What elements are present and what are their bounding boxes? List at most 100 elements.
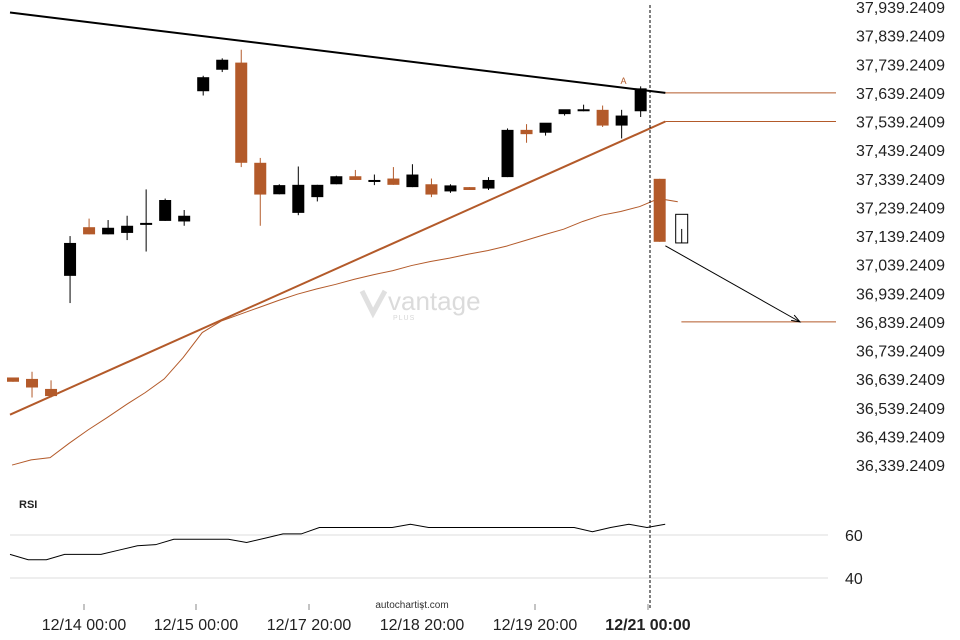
candle-body	[102, 227, 115, 235]
candle	[615, 109, 628, 139]
candle	[425, 178, 438, 198]
time-tick-label: 12/21 00:00	[605, 617, 691, 634]
candle	[482, 177, 495, 190]
candle-body	[159, 200, 172, 221]
price-tick-label: 36,439.2409	[856, 429, 945, 446]
moving-average-layer	[11, 198, 678, 466]
time-axis: 12/14 00:00 12/15 00:00 12/17 20:00 12/18 2…	[42, 604, 691, 634]
candle	[349, 169, 362, 180]
price-tick-label: 36,739.2409	[856, 344, 945, 361]
candle	[140, 189, 153, 252]
source-label: autochartist.com	[375, 600, 448, 611]
price-tick-label: 37,439.2409	[856, 143, 945, 160]
pattern-marker-label: A	[621, 76, 627, 86]
candle	[292, 166, 305, 216]
candle	[273, 184, 286, 195]
vantage-watermark: vantage PLUS	[359, 286, 481, 322]
candle-body	[577, 109, 590, 112]
candle	[387, 167, 400, 185]
time-tick-label: 12/15 00:00	[154, 617, 239, 634]
candle	[330, 175, 343, 185]
candle	[368, 174, 381, 186]
candle	[520, 124, 533, 143]
candle	[197, 75, 210, 96]
time-tick-label: 12/14 00:00	[42, 617, 127, 634]
candle-body	[216, 59, 229, 70]
time-tick-label: 12/18 20:00	[380, 617, 465, 634]
candle	[178, 210, 191, 226]
candle	[26, 371, 39, 398]
candle	[577, 104, 590, 112]
candle-body	[7, 377, 19, 382]
candle	[7, 377, 19, 382]
candle-body	[311, 184, 324, 198]
candle	[45, 380, 58, 398]
candle-body	[292, 184, 305, 213]
watermark-sub: PLUS	[393, 315, 415, 322]
price-tick-label: 37,839.2409	[856, 29, 945, 46]
candle	[501, 128, 514, 178]
rsi-panel: RSI 60 40	[9, 499, 863, 588]
price-tick-label: 36,939.2409	[856, 286, 945, 303]
price-tick-label: 36,339.2409	[856, 458, 945, 475]
price-tick-label: 37,139.2409	[856, 229, 945, 246]
candle	[216, 58, 229, 73]
candle	[463, 187, 476, 190]
candle-body	[653, 178, 666, 242]
candle	[254, 157, 267, 226]
rsi-tick-label: 40	[845, 571, 863, 588]
candle	[121, 215, 134, 241]
rsi-line	[9, 523, 666, 561]
candle	[159, 198, 172, 221]
candle-body	[273, 185, 286, 195]
candle-body	[368, 179, 381, 182]
price-tick-label: 37,239.2409	[856, 200, 945, 217]
candle	[311, 184, 324, 202]
rsi-tick-label: 60	[845, 528, 863, 545]
pattern-layer: A	[9, 11, 666, 416]
rsi-title: RSI	[19, 499, 37, 511]
candle	[406, 164, 419, 188]
candle-body	[425, 184, 438, 195]
candle-body	[64, 242, 77, 276]
price-axis: 37,939.2409 37,839.2409 37,739.2409 37,639.…	[856, 0, 945, 475]
candle-body	[178, 215, 191, 222]
candle-body	[634, 88, 647, 112]
price-tick-label: 37,939.2409	[856, 0, 945, 17]
vantage-logo-icon	[359, 289, 388, 319]
forecast-arrow-head-icon	[791, 314, 802, 323]
candle-body	[482, 179, 495, 189]
candle-body	[501, 129, 514, 178]
price-tick-label: 37,639.2409	[856, 86, 945, 103]
price-tick-label: 37,539.2409	[856, 115, 945, 132]
candle	[83, 218, 96, 235]
candle	[235, 49, 248, 168]
candle	[653, 178, 666, 242]
candle-body	[254, 162, 267, 195]
time-tick-label: 12/17 20:00	[267, 617, 352, 634]
candle	[596, 105, 609, 128]
candle-body	[558, 109, 571, 115]
price-tick-label: 36,539.2409	[856, 401, 945, 418]
candle-body	[26, 378, 39, 388]
candle	[558, 109, 571, 116]
candle-body	[197, 77, 210, 92]
candle-body	[615, 115, 628, 126]
levels-layer	[665, 92, 836, 323]
candle-body	[463, 187, 476, 190]
candle-body	[406, 174, 419, 188]
candle-body	[121, 225, 134, 233]
price-tick-label: 37,039.2409	[856, 258, 945, 275]
candle-body	[444, 185, 457, 192]
price-tick-label: 36,839.2409	[856, 315, 945, 332]
candle-body	[387, 178, 400, 185]
candle-body	[596, 109, 609, 126]
pattern-support-line	[9, 120, 666, 416]
candle	[102, 220, 115, 235]
forecast-arrow-line	[665, 245, 801, 323]
time-tick-label: 12/19 20:00	[493, 617, 578, 634]
pattern-resistance-line	[9, 11, 666, 94]
candle	[64, 236, 77, 304]
